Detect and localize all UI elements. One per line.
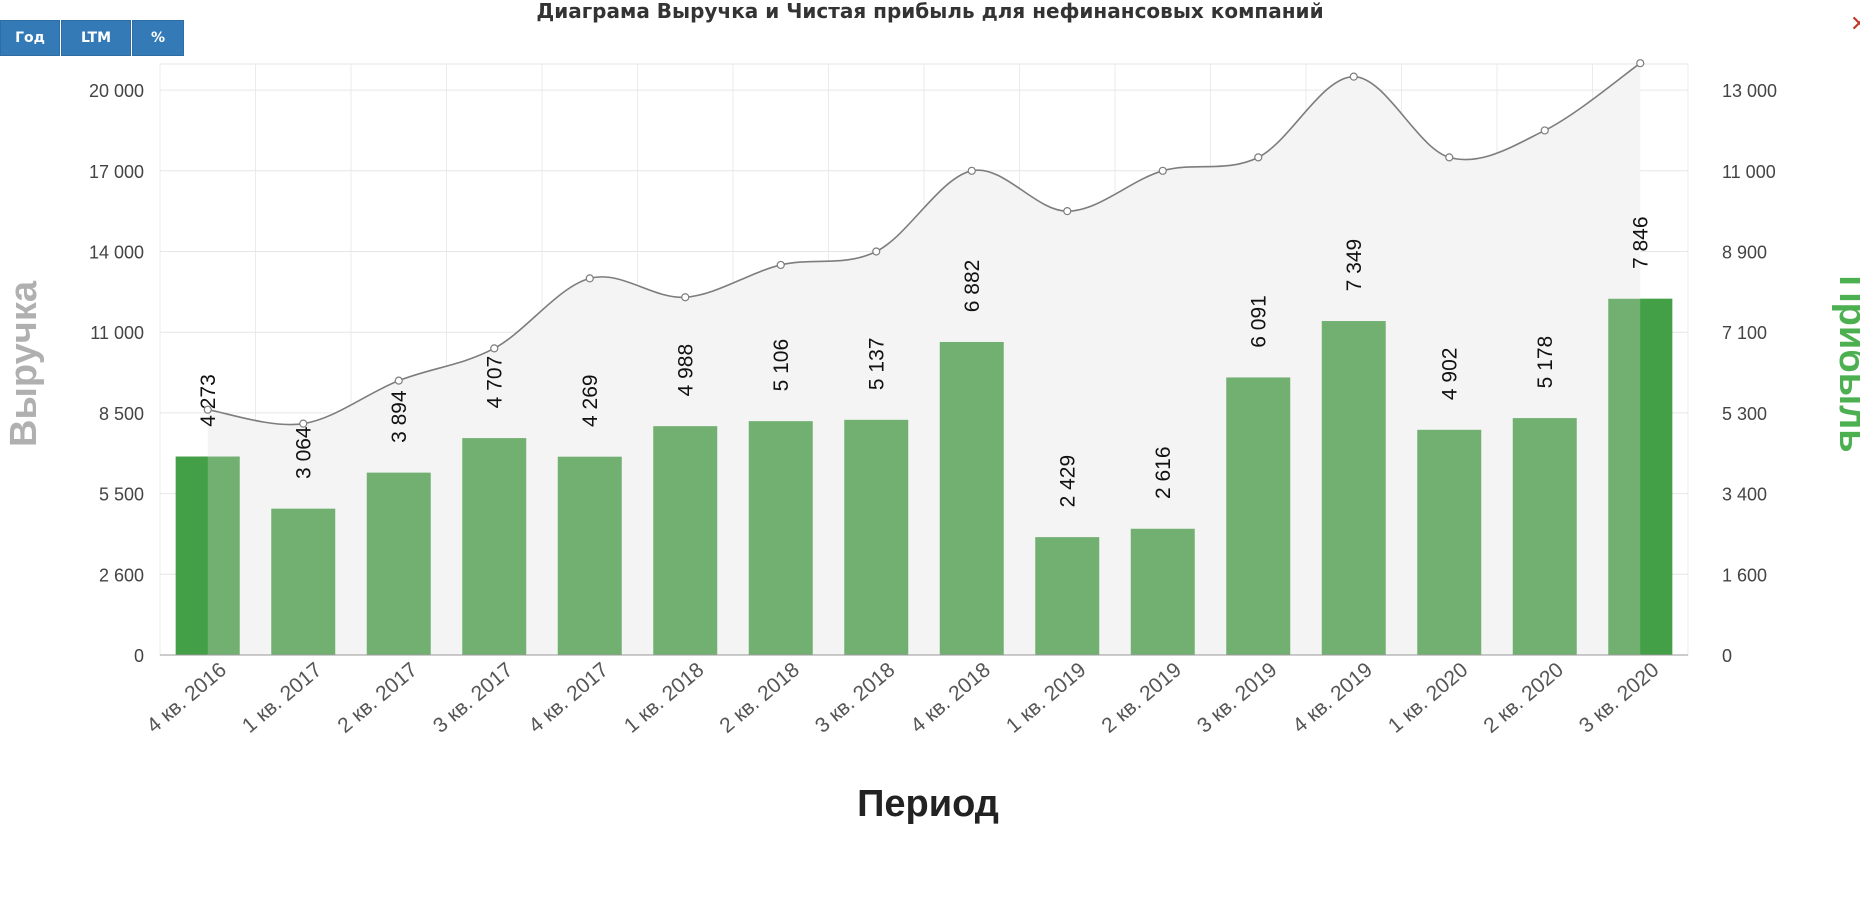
x-tick-label: 3 кв. 2018 xyxy=(811,658,900,737)
bar-value-label: 5 106 xyxy=(770,339,793,392)
profit-bar xyxy=(1512,418,1577,655)
revenue-point xyxy=(1349,72,1358,81)
profit-bar xyxy=(844,419,909,655)
y-left-tick-label: 8 500 xyxy=(99,404,144,424)
revenue-line-path xyxy=(207,62,1641,426)
bar-value-label: 4 902 xyxy=(1438,348,1461,401)
y-left-tick-label: 2 600 xyxy=(99,565,144,585)
y-right-tick-label: 5 300 xyxy=(1722,404,1767,424)
close-icon[interactable]: ✕ xyxy=(1852,14,1860,34)
revenue-point xyxy=(394,376,403,385)
y-left-tick-label: 5 500 xyxy=(99,485,144,505)
revenue-point xyxy=(585,274,594,283)
revenue-point xyxy=(776,260,785,270)
profit-bar xyxy=(1321,321,1386,655)
bar-value-label: 4 269 xyxy=(579,374,602,427)
bar-value-label: 3 894 xyxy=(388,390,411,443)
period-toggle-group: Год LTM % xyxy=(0,20,185,56)
profit-bar xyxy=(748,421,813,655)
bar-value-label: 5 178 xyxy=(1534,336,1557,389)
revenue-point xyxy=(203,405,212,414)
y-left-tick-label: 14 000 xyxy=(89,243,144,263)
profit-bar xyxy=(653,426,718,655)
chart-title: Диаграма Выручка и Чистая прибыль для не… xyxy=(536,0,1324,23)
profit-bar xyxy=(1130,528,1195,655)
x-tick-label: 1 кв. 2020 xyxy=(1384,658,1473,737)
x-tick-label: 1 кв. 2019 xyxy=(1002,658,1091,737)
y-left-tick-label: 17 000 xyxy=(89,162,144,182)
y-left-tick-label: 0 xyxy=(134,646,144,666)
y-left-tick-label: 11 000 xyxy=(90,323,144,343)
y-right-tick-label: 1 600 xyxy=(1722,565,1767,585)
x-tick-label: 1 кв. 2018 xyxy=(620,658,709,737)
x-tick-label: 3 кв. 2019 xyxy=(1193,658,1282,737)
y-right-tick-label: 13 000 xyxy=(1722,81,1777,101)
revenue-point xyxy=(490,344,499,353)
bar-value-label: 4 988 xyxy=(674,344,697,397)
profit-bar-highlight xyxy=(1640,298,1673,655)
x-tick-label: 2 кв. 2018 xyxy=(715,658,804,737)
x-tick-label: 4 кв. 2017 xyxy=(524,658,613,737)
y-right-tick-label: 8 900 xyxy=(1722,243,1767,263)
x-axis-title: Период xyxy=(857,783,999,825)
profit-bars xyxy=(175,298,1673,655)
profit-bar-highlight xyxy=(175,456,208,655)
y-left-tick-label: 20 000 xyxy=(89,81,144,101)
bar-value-label: 4 707 xyxy=(483,356,506,409)
profit-bar xyxy=(557,456,622,655)
x-tick-label: 4 кв. 2016 xyxy=(142,658,231,737)
revenue-point xyxy=(1158,166,1167,175)
y-right-tick-label: 11 000 xyxy=(1722,162,1776,182)
revenue-point xyxy=(681,293,690,302)
x-tick-label: 4 кв. 2018 xyxy=(906,658,995,737)
revenue-point xyxy=(1540,126,1549,135)
bar-value-label: 6 091 xyxy=(1247,295,1270,348)
year-button[interactable]: Год xyxy=(0,20,60,56)
x-tick-label: 2 кв. 2020 xyxy=(1479,658,1568,737)
revenue-point xyxy=(299,419,308,428)
bar-value-label: 7 846 xyxy=(1629,216,1652,269)
bar-value-label: 3 064 xyxy=(292,426,315,479)
bar-value-label: 2 429 xyxy=(1056,455,1079,508)
bar-value-label: 7 349 xyxy=(1343,239,1366,292)
y-right-tick-label: 3 400 xyxy=(1722,485,1767,505)
x-tick-label: 3 кв. 2017 xyxy=(429,658,518,737)
profit-bar xyxy=(1226,377,1291,655)
profit-bar xyxy=(366,472,431,655)
profit-bar xyxy=(939,341,1004,655)
bar-value-label: 6 882 xyxy=(961,260,984,313)
percent-button[interactable]: % xyxy=(132,20,184,56)
revenue-point xyxy=(967,166,976,175)
bar-value-label: 4 273 xyxy=(197,374,220,427)
revenue-line xyxy=(203,59,1645,428)
profit-bar xyxy=(462,438,527,655)
x-tick-label: 1 кв. 2017 xyxy=(238,658,327,737)
y-axis-right-title: Прибыль xyxy=(1831,275,1860,452)
profit-bar xyxy=(271,508,336,655)
x-tick-label: 3 кв. 2020 xyxy=(1575,658,1664,737)
y-right-tick-label: 0 xyxy=(1722,646,1732,666)
bar-value-label: 5 137 xyxy=(865,338,888,391)
y-axis-left-title: Выручка xyxy=(3,280,45,447)
revenue-point xyxy=(1063,207,1072,216)
ltm-button[interactable]: LTM xyxy=(61,20,131,56)
profit-bar xyxy=(1035,537,1100,655)
revenue-point xyxy=(1445,153,1454,162)
x-tick-label: 2 кв. 2019 xyxy=(1097,658,1186,737)
revenue-point xyxy=(1254,153,1263,162)
data-labels: 4 273 3 064 3 894 4 707 4 269 4 988 5 106 5 137… xyxy=(197,216,1653,507)
x-tick-label: 4 кв. 2019 xyxy=(1288,658,1377,737)
profit-bar xyxy=(1417,429,1482,655)
revenue-point xyxy=(872,247,881,256)
x-tick-label: 2 кв. 2017 xyxy=(333,658,422,737)
bar-value-label: 2 616 xyxy=(1152,446,1175,499)
y-right-tick-label: 7 100 xyxy=(1722,323,1767,343)
revenue-point xyxy=(1636,59,1645,68)
